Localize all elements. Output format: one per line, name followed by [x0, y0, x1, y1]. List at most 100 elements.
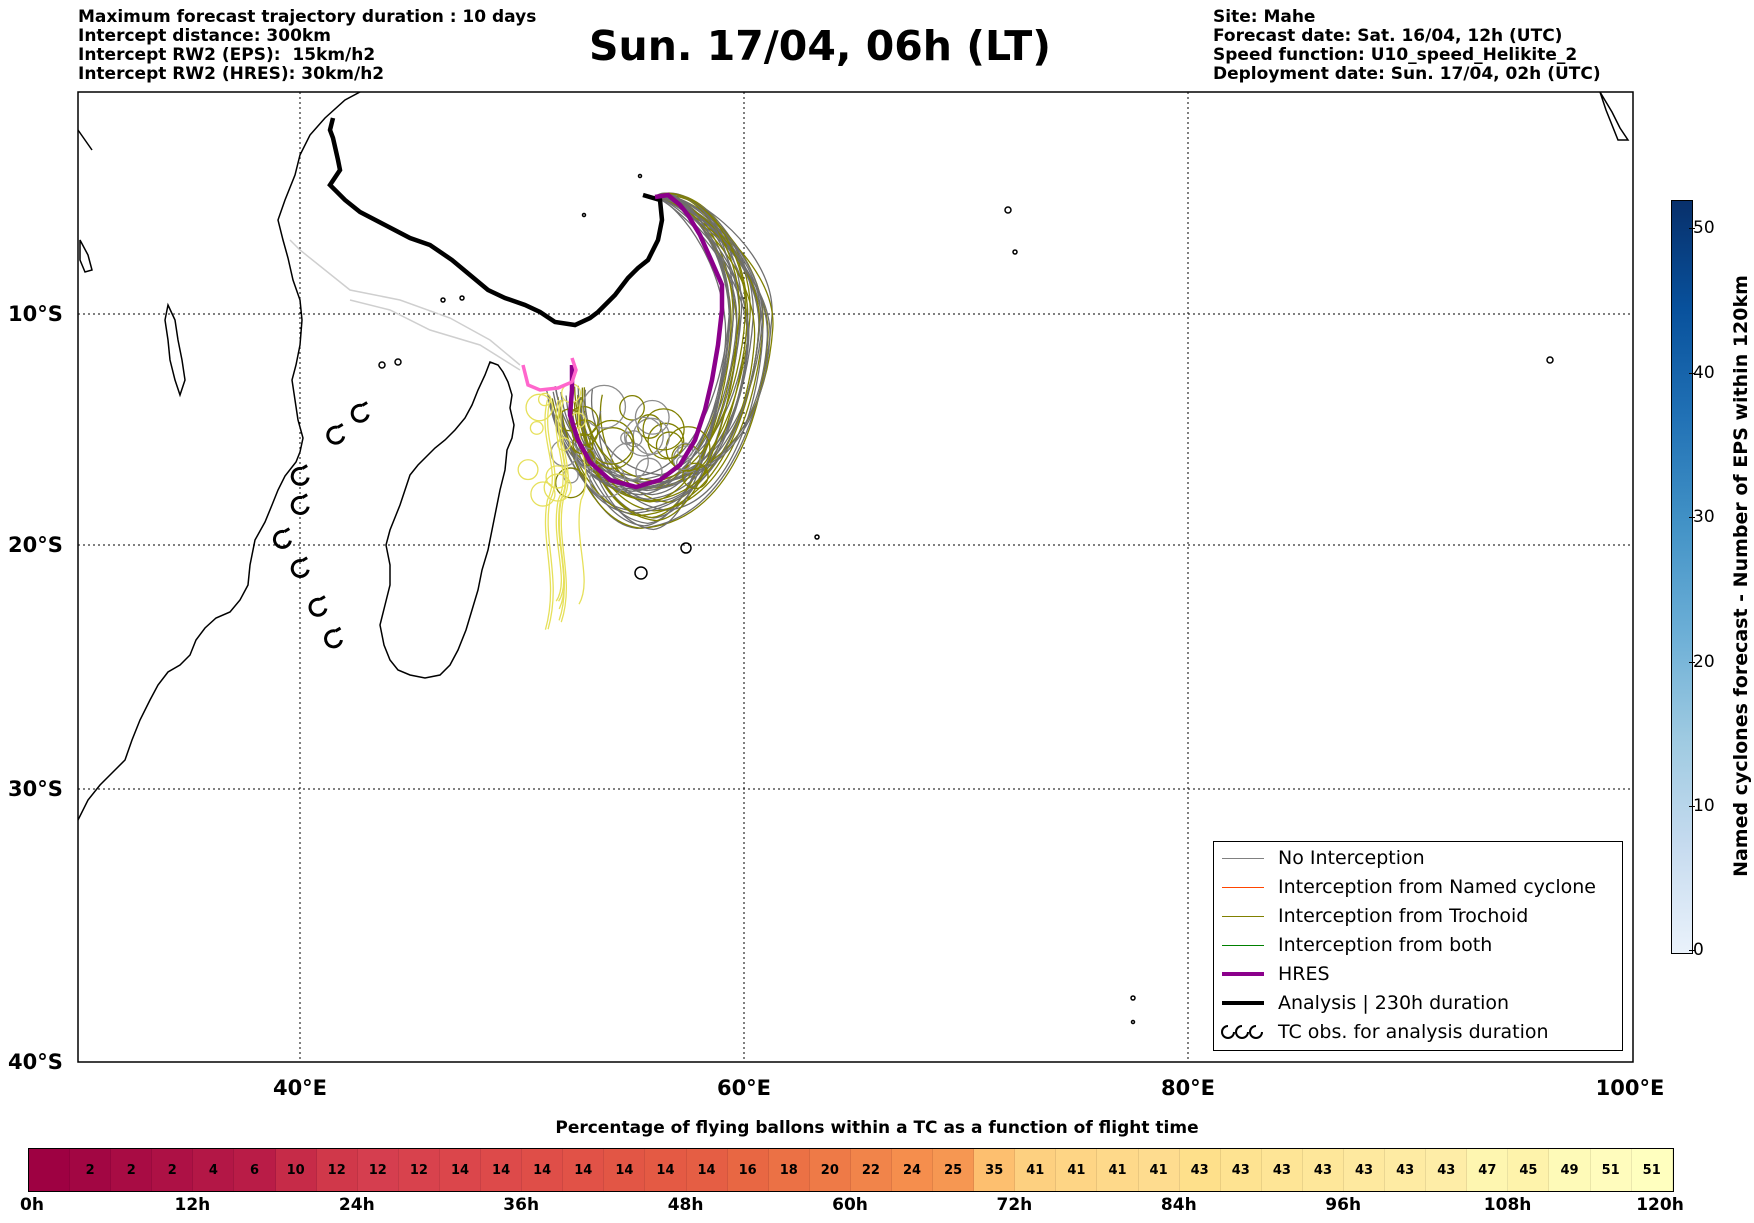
trajectory-loop [682, 462, 709, 490]
trajectory-loop [655, 431, 684, 459]
flight-time-cell: 14 [481, 1149, 523, 1191]
flight-time-cell: 41 [1097, 1149, 1139, 1191]
header-left-line: Intercept distance: 300km [78, 26, 331, 46]
trajectory-loop [589, 419, 635, 465]
tc-obs-icon [324, 626, 343, 649]
trajectory-loop [568, 405, 599, 437]
trajectory-line [557, 399, 567, 602]
trajectory-line [547, 399, 556, 630]
flight-time-cell: 18 [768, 1149, 810, 1191]
trajectory-loop [665, 426, 711, 472]
island [1004, 206, 1012, 214]
trajectory-loop [517, 459, 539, 481]
lon-label-40e: 40°E [273, 1076, 327, 1100]
madagascar-coastline [379, 361, 515, 679]
flight-time-tick: 24h [338, 1195, 375, 1215]
legend-label: Interception from Named cyclone [1278, 876, 1596, 898]
island [814, 534, 820, 540]
flight-time-tick: 120h [1636, 1195, 1684, 1215]
trajectory-loop [537, 392, 552, 407]
ensemble-trajectories [289, 192, 774, 630]
flight-time-cell: 41 [1138, 1149, 1180, 1191]
flight-time-cell: 45 [1508, 1149, 1550, 1191]
flight-time-cell: 6 [234, 1149, 276, 1191]
hres-trajectory [567, 192, 725, 490]
trajectory-line [548, 195, 738, 492]
trajectory-line [289, 239, 521, 366]
trajectory-loop [634, 399, 670, 435]
island [634, 566, 648, 580]
legend-line-gray [1222, 857, 1264, 859]
flight-time-cell: 43 [1344, 1149, 1386, 1191]
legend-line-olive [1222, 915, 1264, 917]
cyclone-icon [1221, 1025, 1263, 1039]
flight-time-tick: 96h [1325, 1195, 1362, 1215]
trajectory-line [349, 299, 521, 371]
island [1546, 356, 1554, 364]
cyclone-count-colorbar [1671, 200, 1693, 954]
lon-label-100e: 100°E [1596, 1076, 1665, 1100]
flight-time-cell: 47 [1467, 1149, 1509, 1191]
flight-time-cell: 43 [1302, 1149, 1344, 1191]
trajectory-loop [623, 416, 664, 457]
header-right-line: Site: Mahe [1213, 7, 1316, 27]
flight-time-tick: 108h [1483, 1195, 1532, 1215]
trajectory-line [577, 399, 587, 605]
island [680, 542, 692, 554]
header-left-line: Intercept RW2 (EPS): 15km/h2 [78, 45, 376, 65]
legend-label: Interception from Trochoid [1278, 905, 1529, 927]
legend-item: Interception from Named cyclone [1214, 873, 1596, 901]
trajectory-loop [582, 384, 627, 429]
flight-time-cell: 2 [70, 1149, 112, 1191]
trajectory-loop [525, 393, 554, 422]
trajectory-loop [672, 445, 701, 474]
pink-start-trajectory [521, 357, 578, 392]
flight-time-cell: 25 [933, 1149, 975, 1191]
flight-time-cell: 10 [275, 1149, 317, 1191]
lat-label-40s: 40°S [8, 1050, 63, 1074]
island [378, 361, 386, 369]
legend-label: Analysis | 230h duration [1278, 992, 1510, 1014]
flight-time-cell: 14 [439, 1149, 482, 1191]
flight-time-cell: 14 [563, 1149, 605, 1191]
trajectory-loop [530, 481, 556, 507]
flight-time-cell: 12 [357, 1149, 399, 1191]
flight-time-tick: 12h [174, 1195, 211, 1215]
trajectory-line [555, 399, 564, 602]
flight-time-cell: 4 [193, 1149, 235, 1191]
lat-label-10s: 10°S [8, 302, 63, 326]
flight-time-cell: 24 [891, 1149, 934, 1191]
tc-obs-icon [350, 401, 370, 423]
flight-time-cell: 43 [1261, 1149, 1303, 1191]
flight-time-cell: 12 [316, 1149, 358, 1191]
flight-time-tick: 0h [20, 1195, 44, 1215]
flight-time-cell: 2 [152, 1149, 194, 1191]
island [459, 295, 465, 301]
tc-obs-icon [290, 464, 310, 486]
header-left-line: Intercept RW2 (HRES): 30km/h2 [78, 64, 385, 84]
trajectory-line [544, 399, 553, 630]
legend-label: Interception from both [1278, 934, 1493, 956]
trajectory-loop [619, 394, 645, 421]
trajectory-loop [610, 441, 649, 481]
africa-coastline [78, 92, 361, 821]
tc-obs-icon [290, 556, 310, 578]
trajectory-line [558, 196, 750, 489]
flight-time-cell: 43 [1220, 1149, 1262, 1191]
flight-time-colorbar: 2 2 2 4 6 10 12 12 12 14 14 14 14 14 14 14 16 18 20 22 24 25 3… [28, 1148, 1674, 1192]
trajectory-line [581, 193, 747, 482]
flight-time-cell: 14 [604, 1149, 646, 1191]
island [1130, 1019, 1136, 1025]
flight-time-cell: 20 [809, 1149, 851, 1191]
island [1130, 995, 1136, 1001]
flight-time-tick: 48h [667, 1195, 704, 1215]
inland-lake [164, 302, 186, 398]
tc-obs-icon [290, 493, 310, 515]
colorbar-tick: 30 [1689, 507, 1715, 527]
page-title: Sun. 17/04, 06h (LT) [589, 22, 1051, 70]
flight-time-cell: 2 [111, 1149, 153, 1191]
lon-label-60e: 60°E [717, 1076, 771, 1100]
legend-item: Interception from both [1214, 931, 1492, 959]
legend-item: HRES [1214, 960, 1330, 988]
header-right-line: Deployment date: Sun. 17/04, 02h (UTC) [1213, 64, 1601, 84]
